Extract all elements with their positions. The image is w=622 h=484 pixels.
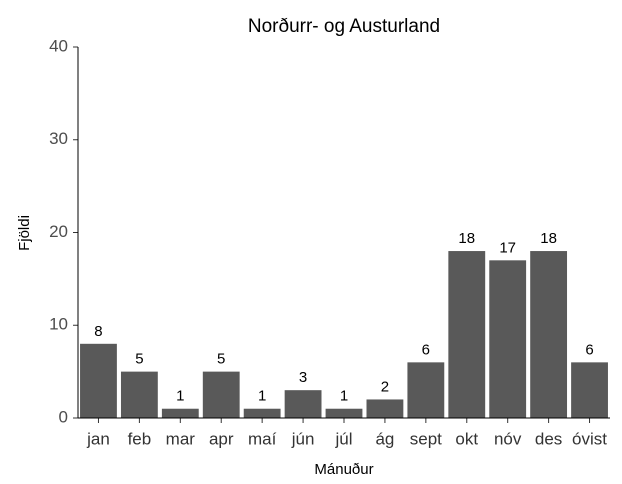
- x-tick-label: ág: [375, 429, 394, 448]
- data-label: 5: [135, 351, 143, 368]
- y-tick-label: 10: [49, 315, 68, 334]
- bar: [284, 390, 322, 418]
- x-tick-label: nóv: [494, 429, 522, 448]
- bar: [489, 260, 527, 418]
- y-tick-label: 30: [49, 129, 68, 148]
- data-label: 5: [217, 351, 225, 368]
- x-tick-label: óvist: [572, 429, 607, 448]
- x-tick-label: des: [535, 429, 562, 448]
- data-label: 17: [499, 239, 516, 256]
- bar: [325, 408, 363, 418]
- y-axis-label: Fjöldi: [16, 215, 33, 251]
- data-label: 6: [422, 341, 430, 358]
- x-tick-label: apr: [209, 429, 234, 448]
- bar: [80, 343, 117, 418]
- data-label: 1: [258, 388, 266, 405]
- x-axis-label: Mánuður: [314, 461, 373, 478]
- bar: [448, 251, 486, 418]
- x-tick-label: jan: [86, 429, 110, 448]
- data-label: 3: [299, 369, 307, 386]
- bar: [571, 362, 608, 418]
- data-label: 18: [458, 230, 475, 247]
- y-tick-label: 40: [49, 36, 68, 55]
- data-label: 1: [176, 388, 184, 405]
- bar: [530, 251, 568, 418]
- x-tick-label: jún: [291, 429, 315, 448]
- data-label: 18: [540, 230, 557, 247]
- chart-title: Norðurr- og Austurland: [248, 16, 440, 37]
- data-label: 1: [340, 388, 348, 405]
- x-tick-label: mar: [166, 429, 196, 448]
- x-tick-label: okt: [455, 429, 478, 448]
- data-label: 6: [585, 341, 593, 358]
- x-tick-label: maí: [248, 429, 277, 448]
- y-tick-label: 20: [49, 222, 68, 241]
- x-tick-label: sept: [410, 429, 442, 448]
- bar: [161, 408, 199, 418]
- bar: [243, 408, 281, 418]
- x-tick-label: júl: [334, 429, 352, 448]
- bar: [202, 371, 240, 418]
- y-tick-label: 0: [59, 407, 68, 426]
- data-label: 8: [94, 323, 102, 340]
- x-tick-label: feb: [128, 429, 152, 448]
- bar: [120, 371, 158, 418]
- bar: [366, 399, 404, 418]
- data-label: 2: [381, 378, 389, 395]
- bar: [407, 362, 445, 418]
